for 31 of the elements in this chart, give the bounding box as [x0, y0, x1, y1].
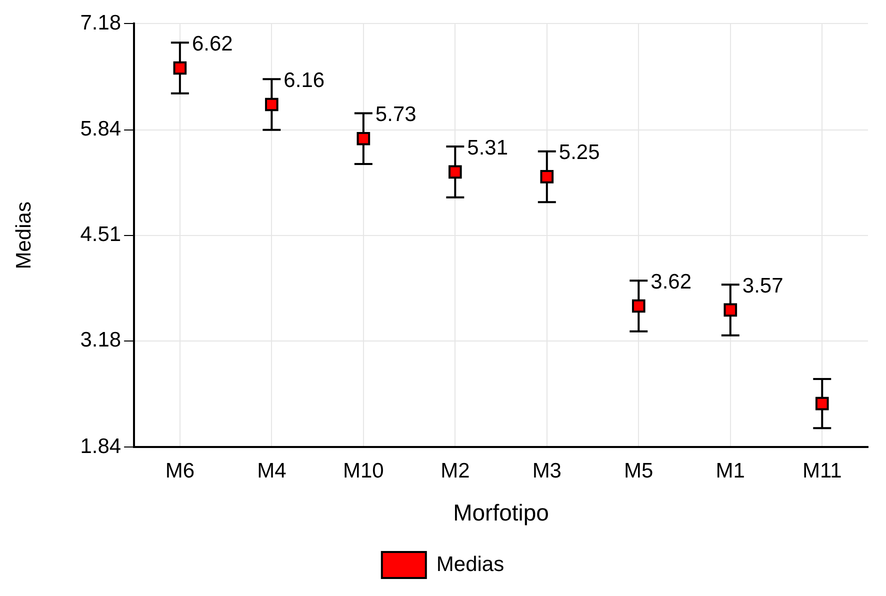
data-label: 3.62 [650, 270, 692, 294]
data-label: 5.31 [467, 136, 508, 160]
data-label: 5.73 [375, 103, 416, 126]
point [632, 299, 646, 313]
point [815, 396, 829, 410]
x-tick-label: M4 [257, 460, 287, 483]
point [356, 132, 370, 146]
x-tick-label: M11 [802, 460, 842, 483]
y-tick-label: 5.84 [80, 118, 122, 141]
point [265, 98, 278, 112]
y-tick-label: 1.84 [80, 434, 122, 458]
x-tick-label: M2 [440, 460, 470, 483]
y-axis-title: Medias [12, 202, 36, 270]
data-label: 3.57 [742, 274, 784, 298]
point [724, 303, 738, 317]
x-tick-label: M3 [532, 460, 562, 483]
data-label: 5.25 [558, 141, 600, 164]
x-tick-label: M10 [342, 460, 384, 483]
x-tick-label: M6 [165, 460, 195, 483]
point [173, 61, 187, 75]
data-label: 6.16 [284, 68, 325, 92]
data-label: 6.62 [192, 32, 233, 56]
point [448, 165, 462, 179]
x-tick-label: M5 [624, 460, 654, 483]
y-tick-label: 3.18 [80, 328, 122, 352]
y-tick-label: 7.18 [80, 11, 122, 34]
x-axis-title: Morfotipo [453, 500, 549, 526]
legend-label: Medias [436, 552, 504, 576]
point [540, 170, 554, 184]
y-tick-label: 4.51 [80, 223, 122, 246]
x-tick-label: M1 [716, 460, 745, 483]
